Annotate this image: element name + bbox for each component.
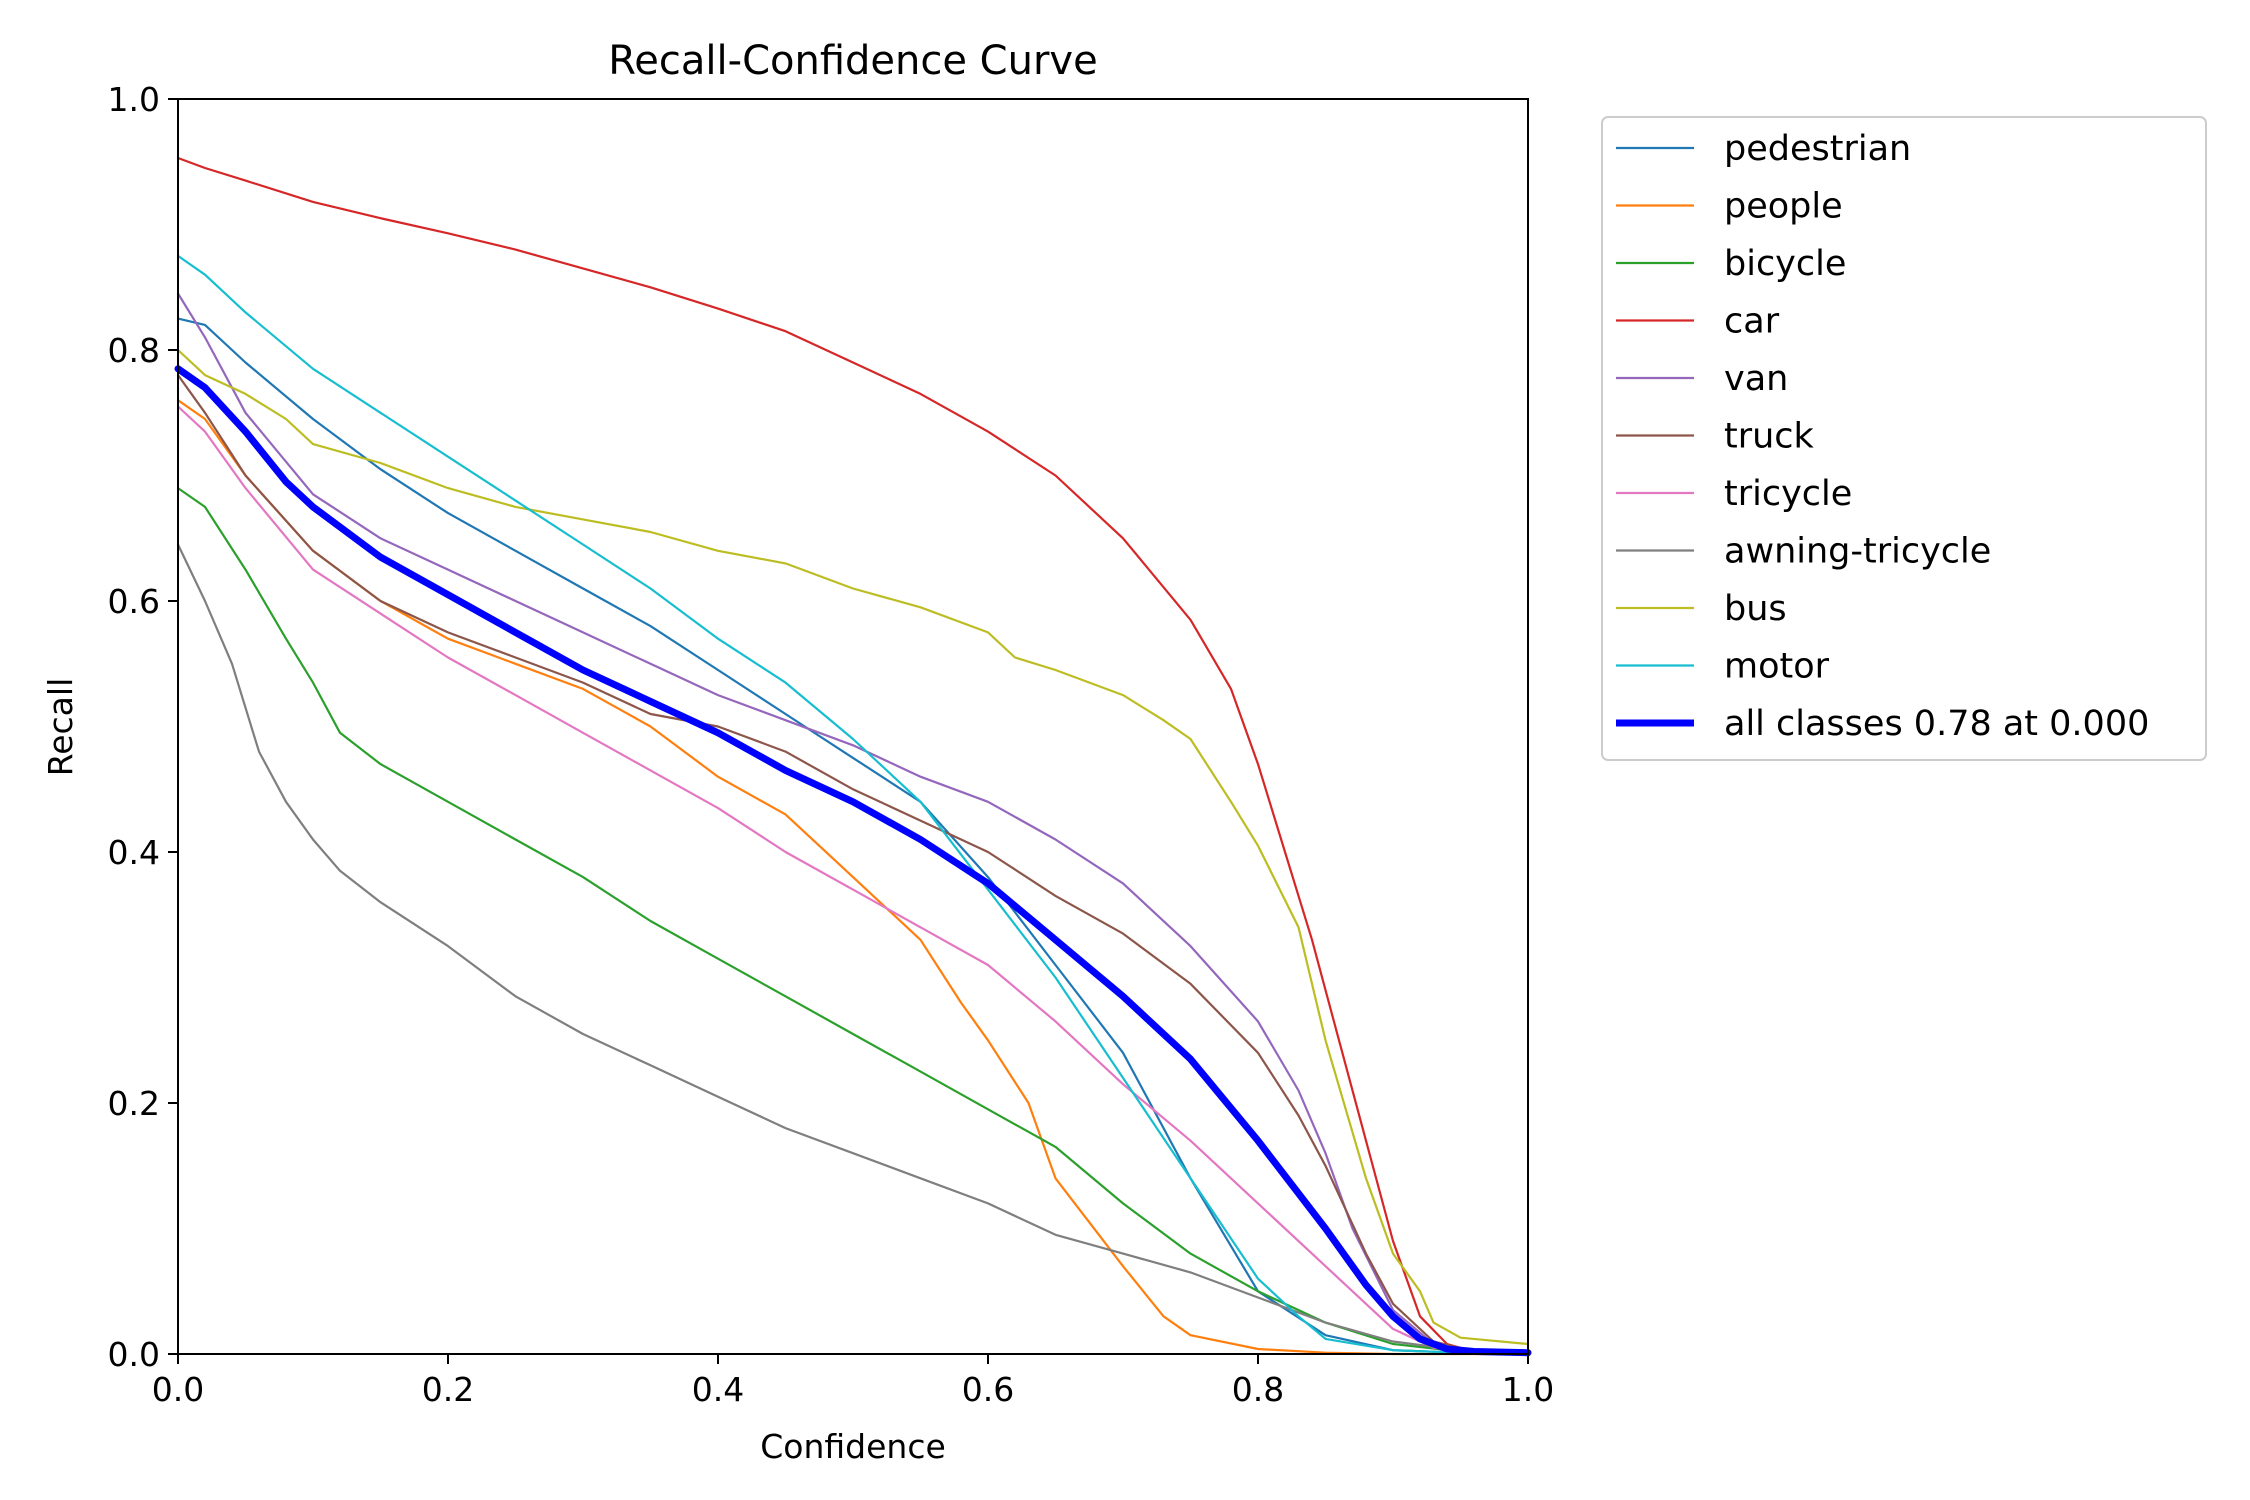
x-axis: 0.0 0.2 0.4 0.6 0.8 1.0 <box>152 1354 1554 1409</box>
y-tick-label: 0.4 <box>108 833 160 872</box>
series-line-bus <box>176 348 1530 1346</box>
legend-label-people: people <box>1724 187 1843 227</box>
series-line-truck <box>176 374 1530 1356</box>
y-axis: 0.0 0.2 0.4 0.6 0.8 1.0 <box>108 80 178 1374</box>
y-tick-label: 0.8 <box>108 331 160 370</box>
plot-frame <box>177 98 1529 1355</box>
plot-lines <box>174 156 1532 1357</box>
y-tick-label: 0.2 <box>108 1084 160 1123</box>
legend-label-bicycle: bicycle <box>1724 244 1846 284</box>
legend-label-pedestrian: pedestrian <box>1724 129 1911 169</box>
y-tick-label: 0.0 <box>108 1335 160 1374</box>
legend-label-car: car <box>1724 302 1780 342</box>
series-line-all-classes-0-78-at-0-000 <box>174 365 1532 1357</box>
chart-title: Recall-Confidence Curve <box>608 38 1097 84</box>
legend-box <box>1601 116 2207 761</box>
legend: pedestrian people bicycle car van truck tricyc… <box>1601 116 2207 761</box>
legend-label-all-classes-0-78-at-0-000: all classes 0.78 at 0.000 <box>1724 704 2149 744</box>
series-line-awning-tricycle <box>176 543 1530 1356</box>
series-line-motor <box>176 254 1530 1356</box>
y-tick-label: 0.6 <box>108 582 160 621</box>
series-line-bicycle <box>176 487 1530 1356</box>
series-line-car <box>176 156 1530 1356</box>
x-tick-label: 1.0 <box>1502 1370 1554 1409</box>
legend-label-truck: truck <box>1724 417 1815 457</box>
series-line-tricycle <box>176 405 1530 1356</box>
x-tick-label: 0.6 <box>962 1370 1014 1409</box>
x-tick-label: 0.4 <box>692 1370 744 1409</box>
x-tick-label: 0.8 <box>1232 1370 1284 1409</box>
legend-label-van: van <box>1724 359 1788 399</box>
x-tick-label: 0.0 <box>152 1370 204 1409</box>
legend-label-motor: motor <box>1724 647 1830 687</box>
y-axis-label: Recall <box>41 678 80 776</box>
legend-label-awning-tricycle: awning-tricycle <box>1724 532 1991 572</box>
series-line-van <box>176 292 1530 1356</box>
y-tick-label: 1.0 <box>108 80 160 119</box>
x-axis-label: Confidence <box>760 1427 946 1466</box>
x-tick-label: 0.2 <box>422 1370 474 1409</box>
legend-label-bus: bus <box>1724 589 1787 629</box>
series-line-pedestrian <box>176 317 1530 1356</box>
legend-label-tricycle: tricycle <box>1724 474 1852 514</box>
